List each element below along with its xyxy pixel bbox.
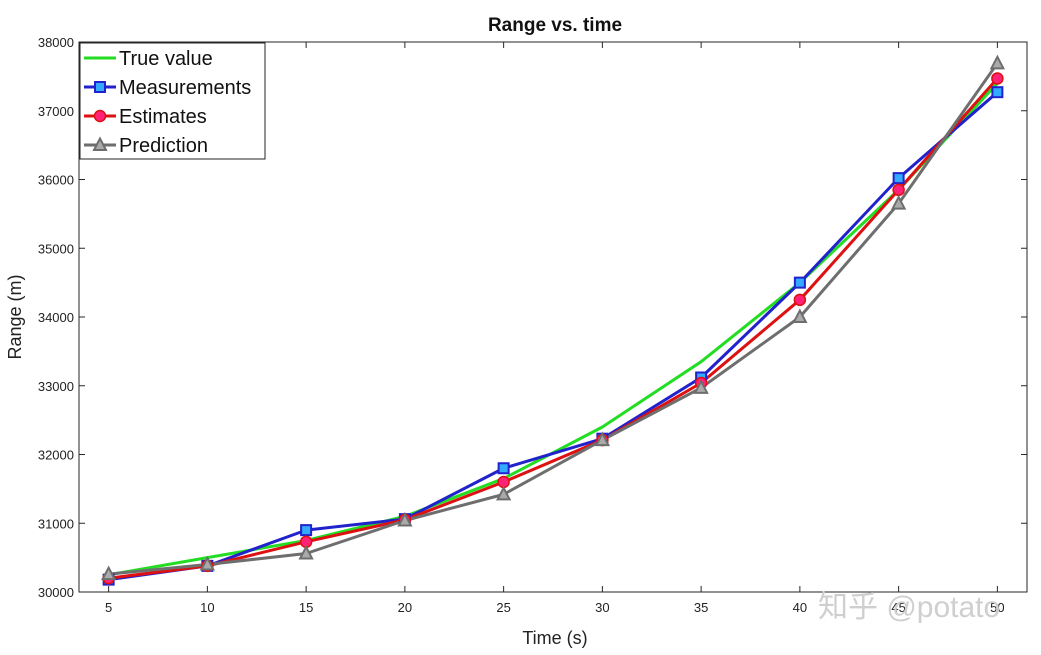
y-tick-label: 31000	[38, 516, 74, 531]
legend-box	[79, 42, 266, 160]
data-point-prediction	[298, 544, 314, 560]
data-point-prediction	[693, 379, 709, 394]
data-point-prediction	[594, 431, 611, 447]
x-tick-label: 25	[496, 600, 510, 615]
data-point-estimates	[793, 293, 807, 307]
y-tick-label: 30000	[38, 585, 74, 600]
data-point-prediction	[495, 485, 512, 501]
legend-label-true-value: True value	[119, 48, 213, 70]
data-point-prediction	[989, 54, 1006, 70]
x-tick-label: 5	[105, 600, 112, 615]
data-point-estimates	[892, 183, 905, 197]
legend-label-prediction: Prediction	[119, 135, 208, 157]
data-point-measurements	[497, 462, 510, 475]
y-axis-label: Range (m)	[5, 274, 25, 359]
x-tick-label: 15	[299, 600, 313, 615]
x-axis-ticks: 5 10 15 20 25 30 35 40 45 50	[105, 42, 1005, 615]
chart-title: Range vs. time	[488, 15, 622, 36]
x-tick-label: 10	[200, 600, 214, 615]
x-tick-label: 50	[990, 600, 1004, 615]
series-markers	[100, 54, 1006, 586]
y-tick-label: 34000	[38, 310, 74, 325]
data-point-prediction	[397, 511, 413, 527]
data-point-prediction	[100, 565, 117, 581]
y-tick-label: 38000	[38, 35, 74, 50]
data-point-measurements	[892, 172, 905, 185]
data-point-measurements	[991, 86, 1004, 99]
y-tick-label: 36000	[38, 173, 74, 188]
y-axis-ticks: 30000 31000 32000 33000 34000 35000 36000 37000…	[38, 35, 1027, 600]
legend-marker-measurements	[94, 81, 106, 93]
y-tick-label: 35000	[38, 241, 74, 256]
x-tick-label: 30	[595, 600, 609, 615]
data-point-estimates	[991, 72, 1004, 85]
watermark: 知乎 @potato	[818, 591, 1000, 624]
series-lines	[108, 62, 999, 582]
legend: True value Measurements Estimates Predictio…	[79, 42, 266, 160]
legend-marker-prediction	[92, 136, 108, 151]
legend-label-measurements: Measurements	[119, 77, 251, 99]
series-line-prediction	[108, 62, 999, 576]
legend-label-estimates: Estimates	[119, 106, 207, 128]
legend-marker-estimates	[93, 109, 107, 123]
y-tick-label: 32000	[38, 448, 74, 463]
data-point-measurements	[300, 524, 313, 537]
data-point-prediction	[890, 194, 907, 210]
x-axis-label: Time (s)	[522, 628, 587, 648]
x-tick-label: 45	[891, 600, 905, 615]
y-tick-label: 33000	[38, 379, 74, 394]
series-line-estimates	[108, 77, 999, 580]
x-tick-label: 40	[793, 600, 807, 615]
x-tick-label: 35	[694, 600, 708, 615]
x-tick-label: 20	[398, 600, 412, 615]
series-line-measurements	[108, 91, 999, 582]
data-point-prediction	[199, 555, 216, 571]
y-tick-label: 37000	[38, 104, 74, 119]
data-point-prediction	[792, 308, 808, 323]
data-point-measurements	[793, 276, 806, 289]
